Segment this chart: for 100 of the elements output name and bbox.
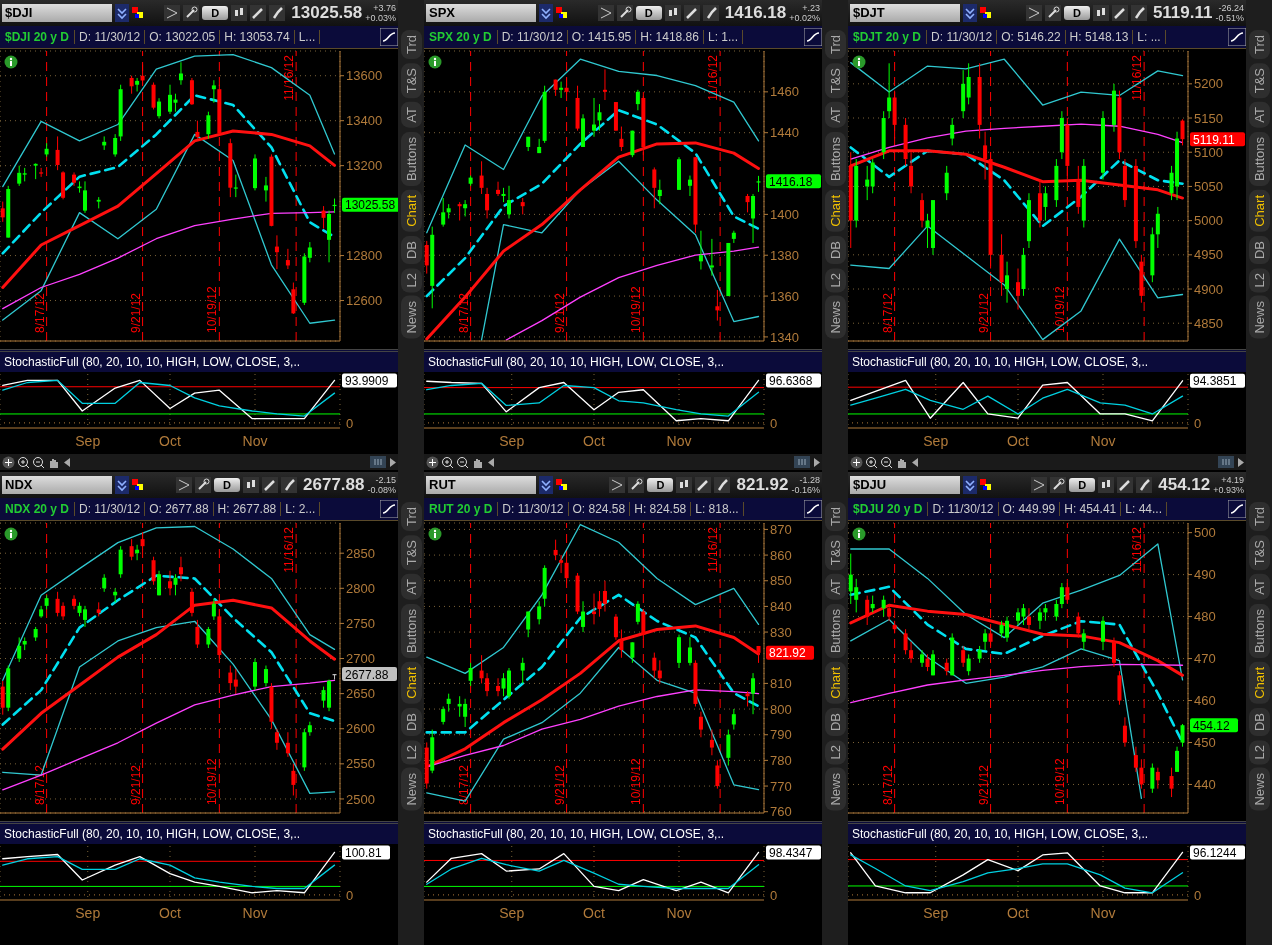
x-tick-label: Sep xyxy=(923,904,949,921)
y-tick-label: 1340 xyxy=(770,329,799,345)
x-tick-label: Oct xyxy=(1007,432,1029,449)
chart-subtitle: SPX 20 y D xyxy=(424,30,498,44)
x-tick-label: Sep xyxy=(923,432,949,449)
text: +0.03% xyxy=(365,13,396,23)
annotation: 2677.88 xyxy=(345,667,389,682)
candlestick xyxy=(1122,716,1127,748)
text: D: 11/30/12 xyxy=(498,502,569,516)
ref-line-label: 8/17/12 xyxy=(32,764,47,805)
text: T&S xyxy=(400,63,422,99)
candlestick xyxy=(652,166,657,209)
y-tick-label: 12600 xyxy=(346,293,383,309)
ref-line-label: 9/21/12 xyxy=(128,764,143,805)
candlestick xyxy=(537,600,542,625)
y-tick-label: 13400 xyxy=(346,113,383,129)
text: Chart xyxy=(400,190,422,232)
text: Buttons xyxy=(824,131,846,187)
y-tick-label: 830 xyxy=(770,624,792,640)
text: D xyxy=(214,478,241,492)
text: L... xyxy=(294,30,321,44)
x-tick-label: Oct xyxy=(583,432,605,449)
candlestick xyxy=(17,165,22,187)
candlestick xyxy=(1150,762,1155,794)
candlestick xyxy=(211,79,216,104)
candlestick xyxy=(687,175,692,197)
text: D xyxy=(1069,478,1096,492)
text: L2 xyxy=(1248,267,1270,293)
candlestick xyxy=(468,662,473,687)
text: L: 1... xyxy=(703,30,743,44)
annotation: 96.1244 xyxy=(1193,845,1237,860)
text: 454.12 xyxy=(1158,475,1211,495)
text: H: 454.41 xyxy=(1060,502,1122,516)
y-tick-label: 460 xyxy=(1194,693,1216,709)
chart-title: NDX xyxy=(2,476,112,494)
text: Trd xyxy=(824,30,846,60)
chart-subtitle: $DJI 20 y D xyxy=(0,30,76,44)
candlestick xyxy=(865,595,870,626)
text: Trd xyxy=(1248,502,1270,532)
annotation: 454.12 xyxy=(1193,718,1231,733)
y-tick-label: 2600 xyxy=(346,721,375,737)
candlestick xyxy=(983,628,988,651)
candlestick xyxy=(597,590,602,618)
candlestick xyxy=(168,570,172,596)
x-tick-label: Oct xyxy=(159,904,181,921)
candlestick xyxy=(961,645,966,668)
candlestick xyxy=(206,111,211,140)
text: Trd xyxy=(400,30,422,60)
annotation: 94.3851 xyxy=(1193,374,1237,389)
candlestick xyxy=(920,192,925,228)
y-tick-label: 13200 xyxy=(346,158,383,174)
candlestick xyxy=(463,199,468,217)
text: Trd xyxy=(1248,30,1270,60)
text: T&S xyxy=(824,535,846,571)
text: L: 2... xyxy=(281,502,321,516)
candlestick xyxy=(479,160,484,195)
y-tick-label: 440 xyxy=(1194,777,1216,793)
chart-title: $DJI xyxy=(2,4,112,22)
text: Buttons xyxy=(824,603,846,659)
y-tick-label: 4900 xyxy=(1194,281,1223,297)
candlestick xyxy=(1180,118,1185,146)
candlestick xyxy=(698,711,703,738)
text: D xyxy=(1063,6,1090,20)
candlestick xyxy=(950,117,955,146)
x-tick-label: Nov xyxy=(1090,432,1116,449)
candlestick xyxy=(113,133,118,158)
y-tick-label: 490 xyxy=(1194,567,1216,583)
annotation: 821.92 xyxy=(769,646,807,661)
text: 0 xyxy=(346,887,354,903)
text: H: 1418.86 xyxy=(636,30,704,44)
text: T&S xyxy=(400,535,422,571)
ref-line-label: 10/19/12 xyxy=(205,757,220,805)
text: DB xyxy=(1248,235,1270,264)
text: L2 xyxy=(1248,739,1270,765)
candlestick xyxy=(135,77,140,92)
y-tick-label: 5000 xyxy=(1194,213,1223,229)
candlestick xyxy=(17,636,22,663)
text: +.23 xyxy=(801,3,820,13)
text: T&S xyxy=(824,63,846,99)
candlestick xyxy=(485,672,490,697)
candlestick xyxy=(1076,611,1081,639)
annotation: 96.6368 xyxy=(769,373,813,388)
text: +0.93% xyxy=(1213,485,1244,495)
text: D xyxy=(635,6,662,20)
text: +3.76 xyxy=(372,3,396,13)
text: DB xyxy=(400,707,422,736)
ref-line-label: 11/16/12 xyxy=(1130,526,1145,573)
y-tick-label: 840 xyxy=(770,599,792,615)
candlestick xyxy=(709,238,714,277)
line-series xyxy=(850,123,1184,160)
candlestick xyxy=(870,158,875,194)
candlestick xyxy=(983,131,988,181)
candlestick xyxy=(602,68,607,101)
chart-title: StochasticFull (80, 20, 10, 10, HIGH, LOW, CLOSE, 3,.. xyxy=(424,349,822,372)
line-series xyxy=(505,246,760,341)
candlestick xyxy=(1005,261,1010,304)
candlestick xyxy=(479,654,484,684)
ref-line-label: 10/19/12 xyxy=(205,285,220,333)
chart-title: StochasticFull (80, 20, 10, 10, HIGH, LOW, CLOSE, 3,.. xyxy=(848,349,1246,372)
text: H: 2677.88 xyxy=(213,502,282,516)
